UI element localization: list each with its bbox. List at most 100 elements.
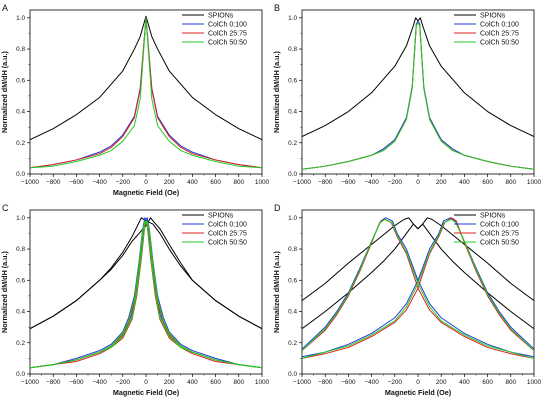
x-axis-label: Magnetic Field (Oe): [385, 388, 452, 397]
x-tick-label: −200: [116, 179, 131, 186]
y-tick-label: 0.2: [288, 140, 297, 147]
x-tick-label: −200: [388, 179, 403, 186]
x-tick-label: −600: [69, 379, 84, 386]
series-group: [30, 15, 262, 169]
series-group: [30, 217, 262, 369]
panel-a: A 0.0 0.2 0.4 0.6 0.8 1.0 −1000 −800 −600 −400 −200…: [0, 3, 270, 197]
x-tick-label: 0: [144, 379, 148, 386]
legend-label: ColCh 0:100: [208, 22, 247, 29]
x-tick-label: 0: [144, 179, 148, 186]
x-tick-label: 0: [416, 379, 420, 386]
x-tick-label: 400: [459, 179, 470, 186]
x-tick-label: 600: [482, 379, 493, 386]
x-tick-label: 1000: [527, 379, 542, 386]
x-tick-label: −800: [46, 179, 61, 186]
legend: SPIONs ColCh 0:100 ColCh 25:75 ColCh 50:50: [182, 213, 247, 247]
series-line: [302, 218, 534, 359]
series-line: [302, 22, 534, 170]
x-tick-label: −800: [46, 379, 61, 386]
x-tick-label: 1000: [255, 179, 270, 186]
y-axis-label: Normalized dM/dH (a.u.): [272, 50, 281, 132]
legend-label: ColCh 0:100: [480, 222, 519, 229]
x-tick-label: −400: [364, 379, 379, 386]
x-tick-label: −600: [341, 179, 356, 186]
series-group: [302, 217, 534, 359]
y-tick-label: 0.4: [288, 309, 297, 316]
y-tick-label: 0.2: [16, 140, 25, 147]
legend-label: ColCh 50:50: [480, 40, 519, 47]
series-line: [302, 217, 534, 330]
panel-letter: C: [2, 203, 9, 213]
x-tick-label: −600: [341, 379, 356, 386]
x-tick-label: 200: [436, 179, 447, 186]
series-line: [30, 15, 262, 141]
panel-letter: A: [2, 3, 8, 13]
y-tick-label: 0.8: [288, 46, 297, 53]
y-axis-label: Normalized dM/dH (a.u.): [0, 50, 9, 132]
series-line: [30, 17, 262, 169]
x-tick-label: −1000: [21, 379, 39, 386]
legend: SPIONs ColCh 0:100 ColCh 25:75 ColCh 50:50: [454, 213, 519, 247]
y-tick-label: 0.8: [16, 46, 25, 53]
legend-label: ColCh 25:75: [480, 31, 519, 38]
x-tick-label: 400: [459, 379, 470, 386]
x-tick-label: −400: [92, 179, 107, 186]
y-tick-label: 0.2: [16, 340, 25, 347]
legend-label: SPIONs: [480, 213, 506, 220]
y-tick-label: 0.6: [16, 77, 25, 84]
x-tick-label: 400: [187, 379, 198, 386]
legend-label: SPIONs: [480, 13, 506, 20]
panel-letter: B: [274, 3, 280, 13]
legend-label: ColCh 0:100: [480, 22, 519, 29]
y-tick-label: 0.2: [288, 340, 297, 347]
y-tick-label: 1.0: [288, 15, 297, 22]
x-tick-label: 800: [233, 379, 244, 386]
legend-label: ColCh 25:75: [480, 231, 519, 238]
y-tick-label: 0.6: [288, 77, 297, 84]
legend: SPIONs ColCh 0:100 ColCh 25:75 ColCh 50:50: [454, 13, 519, 47]
x-tick-label: −600: [69, 179, 84, 186]
y-tick-label: 0.0: [16, 171, 25, 178]
x-tick-label: 0: [416, 179, 420, 186]
legend-label: ColCh 25:75: [208, 231, 247, 238]
panel-letter: D: [274, 203, 281, 213]
x-tick-label: −400: [92, 379, 107, 386]
y-tick-label: 1.0: [16, 215, 25, 222]
y-tick-label: 0.0: [288, 371, 297, 378]
y-tick-label: 1.0: [288, 215, 297, 222]
series-line: [302, 217, 534, 359]
x-tick-label: 200: [436, 379, 447, 386]
series-line: [30, 220, 262, 369]
y-tick-label: 0.8: [288, 246, 297, 253]
series-line: [302, 217, 534, 358]
legend-label: ColCh 50:50: [208, 40, 247, 47]
x-axis-label: Magnetic Field (Oe): [113, 188, 180, 197]
panel-b: B 0.0 0.2 0.4 0.6 0.8 1.0 −1000 −800 −600 −400 −200…: [272, 3, 542, 186]
x-tick-label: 200: [164, 379, 175, 386]
legend-label: ColCh 50:50: [480, 240, 519, 247]
legend-label: SPIONs: [208, 13, 234, 20]
y-tick-label: 0.0: [288, 171, 297, 178]
legend-label: ColCh 50:50: [208, 240, 247, 247]
x-tick-label: 1000: [255, 379, 270, 386]
x-tick-label: 600: [210, 379, 221, 386]
x-tick-label: 1000: [527, 179, 542, 186]
y-tick-label: 0.4: [16, 309, 25, 316]
x-tick-label: −200: [388, 379, 403, 386]
y-axis-label: Normalized dM/dH (a.u.): [0, 250, 9, 332]
y-tick-label: 0.0: [16, 371, 25, 378]
x-tick-label: 600: [482, 179, 493, 186]
y-tick-label: 0.4: [288, 109, 297, 116]
y-axis-label: Normalized dM/dH (a.u.): [272, 250, 281, 332]
legend-label: ColCh 0:100: [208, 222, 247, 229]
x-axis-label: Magnetic Field (Oe): [113, 388, 180, 397]
y-tick-label: 0.6: [288, 277, 297, 284]
x-tick-label: −200: [116, 379, 131, 386]
series-line: [302, 218, 534, 359]
x-tick-label: −1000: [293, 179, 311, 186]
x-tick-label: −1000: [293, 379, 311, 386]
x-tick-label: −1000: [21, 179, 39, 186]
x-tick-label: 200: [164, 179, 175, 186]
y-tick-label: 0.4: [16, 109, 25, 116]
x-tick-label: 600: [210, 179, 221, 186]
